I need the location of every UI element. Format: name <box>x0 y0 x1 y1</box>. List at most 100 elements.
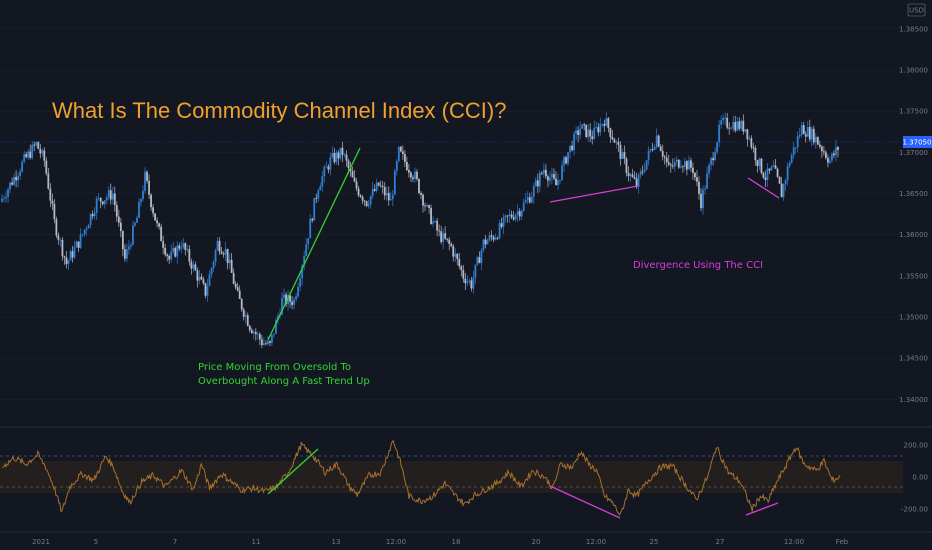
candle-body <box>732 122 735 129</box>
candle-body <box>599 124 602 133</box>
candle-body <box>677 159 680 168</box>
candle-body <box>675 159 678 163</box>
candle-body <box>822 151 825 153</box>
candle-body <box>563 157 565 166</box>
candle-body <box>414 171 416 179</box>
candle-body <box>470 280 473 289</box>
candle-body <box>778 176 781 184</box>
candle-body <box>369 196 372 205</box>
candle-body <box>424 205 426 207</box>
candle-body <box>160 226 163 242</box>
candle-body <box>132 225 134 245</box>
candle-body <box>162 241 165 248</box>
candle-body <box>448 239 451 244</box>
candle-body <box>796 136 799 148</box>
candle-body <box>35 142 38 146</box>
candle-body <box>174 248 177 257</box>
candle-body <box>575 130 578 134</box>
candle-body <box>343 154 346 156</box>
candle-body <box>827 158 829 163</box>
candle-body <box>103 200 106 205</box>
candle-body <box>768 168 771 171</box>
candle-body <box>353 177 356 182</box>
candle-body <box>806 127 809 137</box>
candle-body <box>146 171 148 181</box>
candle-body <box>63 256 66 258</box>
candle-body <box>341 147 344 155</box>
currency-badge-box[interactable] <box>907 3 926 17</box>
candle-body <box>738 121 741 129</box>
candle-body <box>476 257 479 265</box>
candle-body <box>536 180 539 187</box>
candle-body <box>351 171 354 178</box>
candle-body <box>403 153 406 162</box>
candle-body <box>397 146 400 161</box>
candle-body <box>21 161 24 172</box>
candle-body <box>210 268 213 275</box>
candle-body <box>657 135 660 147</box>
candle-body <box>410 172 412 178</box>
candle-body <box>117 216 120 223</box>
candle-body <box>736 121 739 131</box>
candle-body <box>283 294 285 298</box>
candle-body <box>637 174 640 187</box>
candle-body <box>363 200 366 202</box>
candle-body <box>218 240 221 252</box>
price-tick-label: 1.38000 <box>899 67 928 75</box>
candle-body <box>627 172 630 177</box>
candle-body <box>31 144 34 158</box>
price-tick-label: 1.35500 <box>899 272 928 280</box>
candle-body <box>704 188 706 190</box>
candle-body <box>667 162 670 165</box>
candle-body <box>764 177 767 180</box>
currency-badge[interactable]: USD <box>909 7 924 15</box>
candle-body <box>262 343 265 345</box>
candle-body <box>786 166 789 181</box>
candle-body <box>673 162 676 167</box>
candle-body <box>323 167 326 177</box>
candle-body <box>512 217 515 220</box>
candle-body <box>39 148 42 154</box>
trend-line-cci <box>267 448 319 495</box>
candle-body <box>730 128 733 130</box>
last-price-badge <box>903 136 932 148</box>
candle-body <box>800 125 803 135</box>
candle-body <box>542 169 545 174</box>
candle-body <box>661 150 664 157</box>
candle-body <box>538 172 541 187</box>
candle-body <box>285 294 287 305</box>
candle-body <box>659 146 662 151</box>
candle-body <box>474 264 477 278</box>
candle-body <box>224 248 227 255</box>
candle-body <box>595 127 598 128</box>
candle-body <box>138 201 140 218</box>
candle-body <box>313 197 316 221</box>
candle-body <box>432 221 434 224</box>
candle-body <box>349 168 352 172</box>
candle-body <box>496 237 499 239</box>
price-tick-label: 1.37500 <box>899 108 928 116</box>
candle-body <box>728 127 731 129</box>
candle-body <box>73 247 76 258</box>
candle-body <box>518 211 521 217</box>
candle-body <box>619 144 622 159</box>
candle-body <box>399 146 402 152</box>
candle-body <box>9 182 11 190</box>
candle-body <box>452 246 455 257</box>
candle-body <box>15 176 18 181</box>
candle-body <box>555 178 557 186</box>
candle-body <box>790 155 793 164</box>
candle-body <box>240 298 243 310</box>
candle-body <box>524 199 527 203</box>
candle-body <box>238 290 241 299</box>
candle-body <box>788 163 791 167</box>
candle-body <box>639 171 642 175</box>
candle-body <box>434 220 437 222</box>
candle-body <box>65 257 68 265</box>
candle-body <box>216 240 219 251</box>
candle-body <box>345 154 348 161</box>
time-tick-label: 12:00 <box>784 538 804 546</box>
candle-body <box>55 219 58 236</box>
candle-body <box>716 142 719 153</box>
